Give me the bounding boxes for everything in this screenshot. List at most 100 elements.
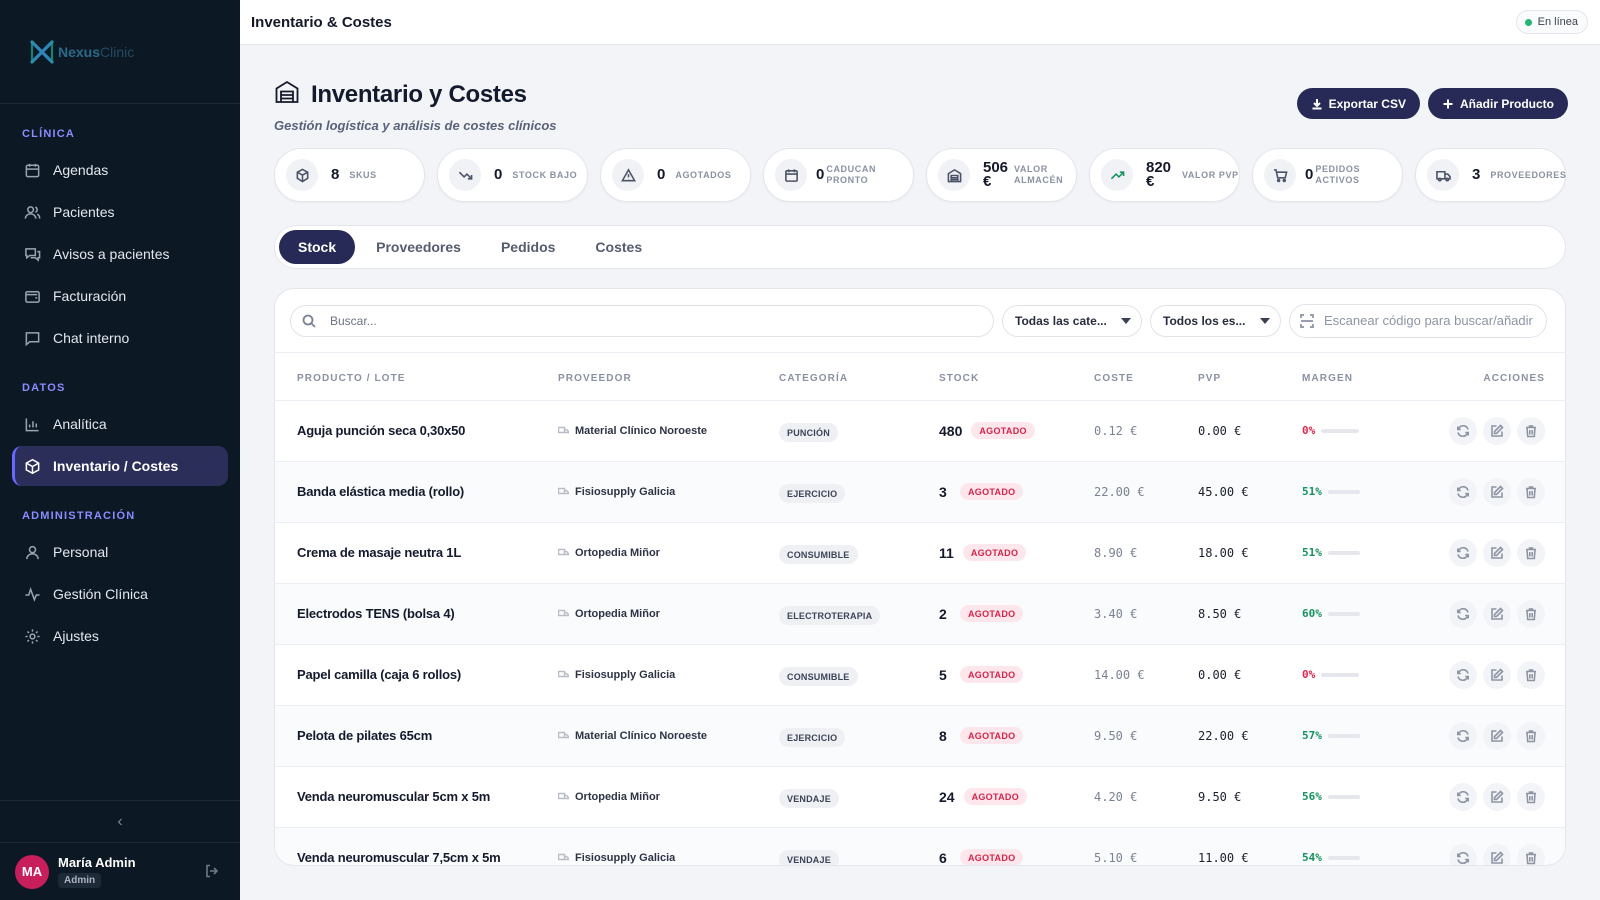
tab-costes[interactable]: Costes bbox=[595, 239, 643, 255]
delete-button[interactable] bbox=[1517, 843, 1545, 865]
tab-stock[interactable]: Stock bbox=[279, 230, 356, 264]
search-input[interactable] bbox=[330, 313, 930, 328]
supplier-name: Fisiosupply Galicia bbox=[575, 668, 676, 681]
adjust-stock-button[interactable] bbox=[1449, 721, 1477, 750]
refresh-icon bbox=[1457, 668, 1469, 681]
edit-button[interactable] bbox=[1483, 660, 1511, 689]
category-badge: CONSUMIBLE bbox=[779, 667, 858, 686]
adjust-stock-button[interactable] bbox=[1449, 843, 1477, 865]
delete-button[interactable] bbox=[1517, 538, 1545, 567]
sidebar-item-label: Gestión Clínica bbox=[53, 586, 148, 602]
adjust-stock-button[interactable] bbox=[1449, 538, 1477, 567]
edit-icon bbox=[1491, 667, 1504, 681]
box-icon bbox=[286, 159, 318, 191]
column-header-stock[interactable]: STOCK bbox=[939, 353, 1094, 401]
adjust-stock-button[interactable] bbox=[1449, 660, 1477, 689]
kpi-value: 0 bbox=[657, 166, 666, 183]
sidebar-item-avisos[interactable]: Avisos a pacientes bbox=[12, 234, 228, 274]
column-header-margen[interactable]: MARGEN bbox=[1302, 353, 1402, 401]
delete-button[interactable] bbox=[1517, 599, 1545, 628]
table-row[interactable]: Papel camilla (caja 6 rollos) Fisiosuppl… bbox=[275, 644, 1565, 706]
activity-icon bbox=[23, 585, 41, 603]
edit-button[interactable] bbox=[1483, 477, 1511, 506]
delete-button[interactable] bbox=[1517, 477, 1545, 506]
table-header-row: PRODUCTO / LOTE PROVEEDOR CATEGORÍA STOC… bbox=[275, 353, 1565, 401]
edit-button[interactable] bbox=[1483, 782, 1511, 811]
adjust-stock-button[interactable] bbox=[1449, 477, 1477, 506]
table-row[interactable]: Pelota de pilates 65cm Material Clínico … bbox=[275, 705, 1565, 767]
export-csv-button[interactable]: Exportar CSV bbox=[1296, 88, 1420, 119]
sidebar-item-gestion[interactable]: Gestión Clínica bbox=[12, 574, 228, 614]
adjust-stock-button[interactable] bbox=[1449, 416, 1477, 445]
adjust-stock-button[interactable] bbox=[1449, 782, 1477, 811]
edit-button[interactable] bbox=[1483, 599, 1511, 628]
edit-icon bbox=[1491, 850, 1504, 864]
chevron-left-icon: ‹ bbox=[117, 812, 123, 830]
kpi-proveedores: 3 PROVEEDORES bbox=[1415, 148, 1566, 202]
table-row[interactable]: Venda neuromuscular 7,5cm x 5m Fisiosupp… bbox=[275, 827, 1565, 865]
tab-pedidos[interactable]: Pedidos bbox=[500, 239, 556, 255]
column-header-pvp[interactable]: PVP bbox=[1198, 353, 1302, 401]
edit-icon bbox=[1491, 606, 1504, 620]
sidebar-item-analitica[interactable]: Analítica bbox=[12, 404, 228, 444]
table-row[interactable]: Banda elástica media (rollo) Fisiosupply… bbox=[275, 461, 1565, 523]
truck-icon bbox=[558, 487, 569, 495]
scan-input[interactable] bbox=[1324, 313, 1544, 328]
adjust-stock-button[interactable] bbox=[1449, 599, 1477, 628]
column-header-producto[interactable]: PRODUCTO / LOTE bbox=[275, 353, 558, 401]
collapse-sidebar-button[interactable]: ‹ bbox=[0, 800, 240, 842]
edit-icon bbox=[1491, 423, 1504, 437]
kpi-value: 3 bbox=[1472, 166, 1481, 183]
table-row[interactable]: Electrodos TENS (bolsa 4) Ortopedia Miño… bbox=[275, 583, 1565, 645]
kpi-value: 0 bbox=[816, 166, 825, 183]
sidebar-item-chat[interactable]: Chat interno bbox=[12, 318, 228, 358]
kpi-value: 0 bbox=[1305, 166, 1314, 183]
supplier: Ortopedia Miñor bbox=[558, 608, 779, 620]
pvp-value: 0.00 € bbox=[1198, 667, 1242, 682]
column-header-categoria[interactable]: CATEGORÍA bbox=[779, 353, 939, 401]
sidebar-item-personal[interactable]: Personal bbox=[12, 532, 228, 572]
margin-percent: 60% bbox=[1302, 607, 1322, 620]
tab-proveedores[interactable]: Proveedores bbox=[376, 239, 461, 255]
sidebar-item-pacientes[interactable]: Pacientes bbox=[12, 192, 228, 232]
table-row[interactable]: Venda neuromuscular 5cm x 5m Ortopedia M… bbox=[275, 766, 1565, 828]
category-badge: VENDAJE bbox=[779, 850, 839, 865]
nav-section-administracion: ADMINISTRACIÓN bbox=[22, 510, 136, 522]
sidebar-item-facturacion[interactable]: Facturación bbox=[12, 276, 228, 316]
add-product-button[interactable]: Añadir Producto bbox=[1427, 88, 1568, 119]
logout-button[interactable] bbox=[204, 863, 220, 879]
cart-icon bbox=[1264, 159, 1296, 191]
status-select[interactable]: Todos los es... bbox=[1150, 304, 1281, 337]
delete-button[interactable] bbox=[1517, 782, 1545, 811]
avatar[interactable]: MA bbox=[15, 854, 49, 889]
column-header-coste[interactable]: COSTE bbox=[1094, 353, 1198, 401]
delete-button[interactable] bbox=[1517, 721, 1545, 750]
margin-bar bbox=[1327, 611, 1360, 616]
sidebar-item-label: Avisos a pacientes bbox=[53, 246, 170, 262]
cost-value: 14.00 € bbox=[1094, 667, 1145, 682]
logo[interactable]: NexusClinic bbox=[0, 0, 240, 104]
top-bar: Inventario & Costes En línea bbox=[240, 0, 1600, 45]
search-box[interactable] bbox=[290, 304, 994, 337]
category-select[interactable]: Todas las cate... bbox=[1002, 304, 1142, 337]
cost-value: 3.40 € bbox=[1094, 606, 1138, 621]
edit-button[interactable] bbox=[1483, 538, 1511, 567]
edit-button[interactable] bbox=[1483, 416, 1511, 445]
table-row[interactable]: Crema de masaje neutra 1L Ortopedia Miño… bbox=[275, 522, 1565, 584]
column-header-proveedor[interactable]: PROVEEDOR bbox=[558, 353, 779, 401]
sidebar-item-agendas[interactable]: Agendas bbox=[12, 150, 228, 190]
delete-button[interactable] bbox=[1517, 416, 1545, 445]
out-of-stock-badge: AGOTADO bbox=[960, 666, 1024, 683]
sidebar-item-label: Inventario / Costes bbox=[53, 458, 179, 474]
table-row[interactable]: Aguja punción seca 0,30x50 Material Clín… bbox=[275, 400, 1565, 462]
sidebar-item-inventario[interactable]: Inventario / Costes bbox=[12, 446, 228, 486]
edit-button[interactable] bbox=[1483, 843, 1511, 865]
sidebar-item-ajustes[interactable]: Ajustes bbox=[12, 616, 228, 656]
scan-box[interactable] bbox=[1289, 303, 1547, 338]
margin-bar bbox=[1327, 489, 1360, 494]
supplier-name: Fisiosupply Galicia bbox=[575, 851, 676, 864]
edit-button[interactable] bbox=[1483, 721, 1511, 750]
logo-text: NexusClinic bbox=[58, 43, 135, 60]
supplier: Fisiosupply Galicia bbox=[558, 486, 779, 498]
delete-button[interactable] bbox=[1517, 660, 1545, 689]
